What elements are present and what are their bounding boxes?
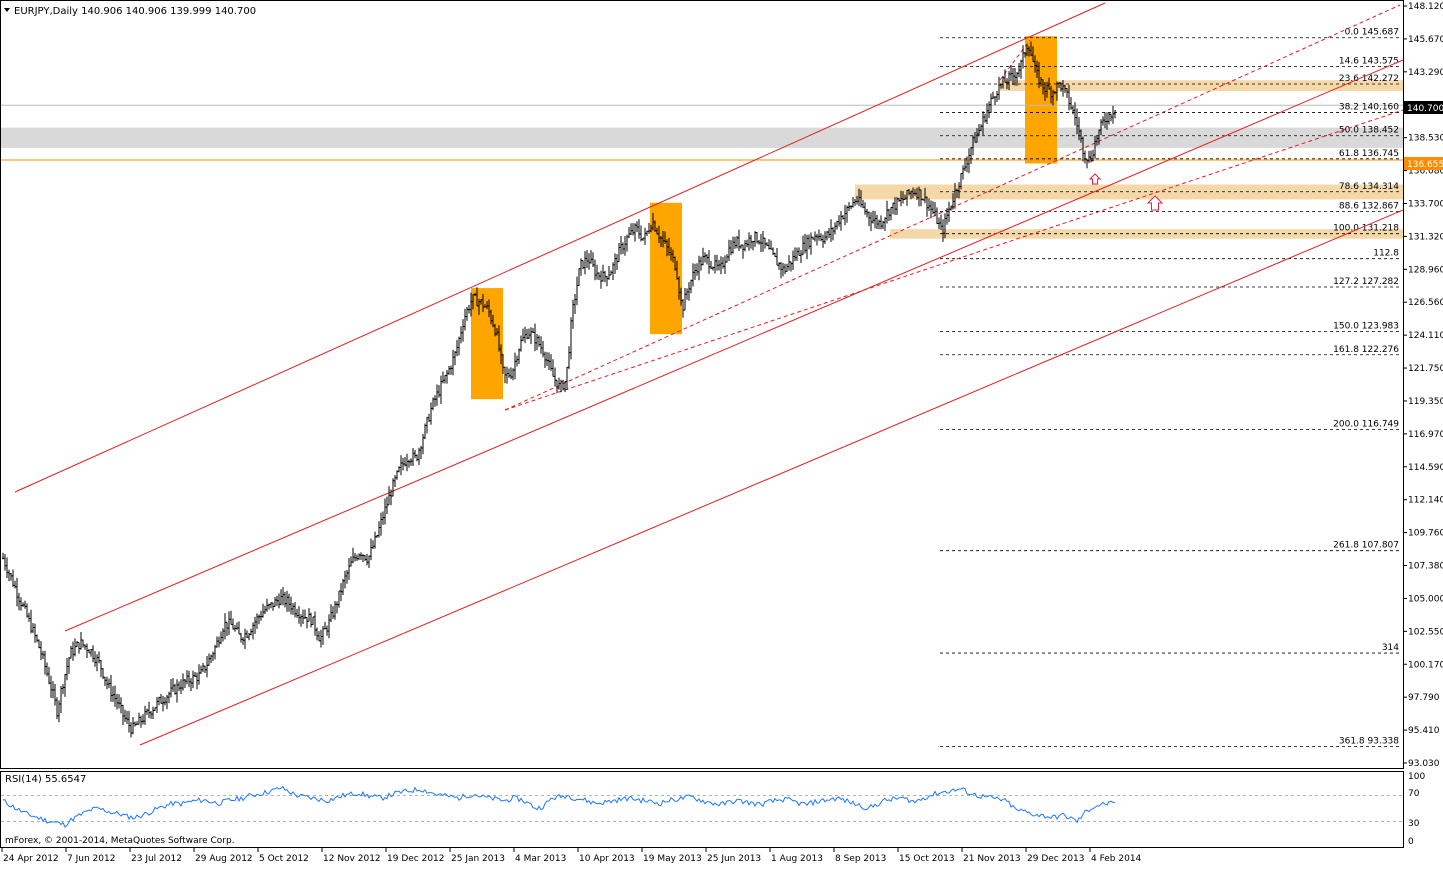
channel-line-2 <box>139 209 1404 746</box>
dashed-trend-1 <box>504 109 1404 411</box>
y-tick-label-9: 126.560 <box>1408 298 1443 308</box>
symbol-header: EURJPY,Daily 140.906 140.906 139.999 140… <box>14 6 256 17</box>
y-tick-label-19: 102.550 <box>1408 627 1443 637</box>
y-tick-label-4: 138.530 <box>1408 134 1443 144</box>
channel-line-0 <box>14 2 1106 493</box>
fib-label-4: 50.0 138.452 <box>1339 126 1399 136</box>
y-tick-label-23: 93.030 <box>1408 759 1440 769</box>
x-tick-label-13: 8 Sep 2013 <box>835 854 886 864</box>
x-tick-label-3: 29 Aug 2012 <box>195 854 253 864</box>
y-tick-label-1: 145.670 <box>1408 35 1443 45</box>
y-tick-label-22: 95.410 <box>1408 726 1440 736</box>
support-price-tag <box>1404 157 1443 170</box>
y-tick-label-6: 133.700 <box>1408 199 1443 209</box>
x-tick-label-17: 4 Feb 2014 <box>1091 854 1142 864</box>
y-tick-label-17: 107.380 <box>1408 562 1443 572</box>
up-arrow-icon <box>1088 173 1102 185</box>
support-price-tag-text: 136.655 <box>1407 160 1443 170</box>
y-tick-label-2: 143.290 <box>1408 68 1443 78</box>
y-tick-label-12: 119.350 <box>1408 397 1443 407</box>
fib-label-8: 100.0 131.218 <box>1333 224 1399 234</box>
rsi-level-label-3: 0 <box>1408 837 1414 847</box>
y-tick-label-5: 136.080 <box>1408 167 1443 177</box>
x-tick-label-11: 25 Jun 2013 <box>707 854 761 864</box>
x-tick-label-12: 1 Aug 2013 <box>771 854 823 864</box>
x-tick-label-14: 15 Oct 2013 <box>899 854 955 864</box>
rsi-level-label-0: 100 <box>1408 772 1425 782</box>
x-tick-label-9: 10 Apr 2013 <box>579 854 635 864</box>
rsi-level-label-2: 30 <box>1408 819 1420 829</box>
y-tick-label-15: 112.140 <box>1408 496 1443 506</box>
x-tick-label-8: 4 Mar 2013 <box>515 854 566 864</box>
candles <box>2 41 1116 738</box>
copyright-text: mForex, © 2001-2014, MetaQuotes Software… <box>5 836 235 846</box>
fib-label-16: 361.8 93.338 <box>1339 737 1399 747</box>
x-tick-label-4: 5 Oct 2012 <box>259 854 309 864</box>
x-tick-label-7: 25 Jan 2013 <box>451 854 505 864</box>
y-tick-label-0: 148.120 <box>1408 2 1443 12</box>
up-arrow-large-icon <box>1146 195 1164 211</box>
y-tick-label-21: 97.790 <box>1408 693 1440 703</box>
fib-label-0: 0.0 145.687 <box>1345 28 1399 38</box>
y-tick-label-13: 116.970 <box>1408 430 1443 440</box>
fib-label-11: 150.0 123.983 <box>1333 322 1399 332</box>
fib-label-15: 314 <box>1382 643 1399 653</box>
fib-label-10: 127.2 127.282 <box>1333 277 1399 287</box>
fib-label-12: 161.8 122.276 <box>1333 345 1399 355</box>
fibonacci-levels: 0.0 145.687 14.6 143.575 23.6 142.272 38.2 … <box>940 28 1400 748</box>
x-axis: 24 Apr 2012 7 Jun 2012 23 Jul 2012 29 Aug 2… <box>1 848 1142 864</box>
fib-label-9: 112.8 <box>1373 249 1399 259</box>
channel-line-1 <box>64 59 1404 632</box>
x-tick-label-0: 24 Apr 2012 <box>3 854 59 864</box>
fib-label-7: 88.6 132.867 <box>1339 201 1399 211</box>
x-tick-label-5: 12 Nov 2012 <box>323 854 381 864</box>
rsi-level-label-1: 70 <box>1408 789 1420 799</box>
y-tick-label-14: 114.590 <box>1408 463 1443 473</box>
rsi-label: RSI(14) 55.6547 <box>5 774 86 785</box>
x-tick-label-1: 7 Jun 2012 <box>67 854 115 864</box>
x-tick-label-10: 19 May 2013 <box>643 854 702 864</box>
triangle-down-icon[interactable] <box>4 8 10 12</box>
y-tick-label-7: 131.320 <box>1408 232 1443 242</box>
fib-label-2: 23.6 142.272 <box>1339 74 1399 84</box>
x-tick-label-2: 23 Jul 2012 <box>131 854 182 864</box>
x-tick-label-15: 21 Nov 2013 <box>963 854 1021 864</box>
current-price-tag-text: 140.700 <box>1407 104 1443 114</box>
y-tick-label-20: 100.170 <box>1408 660 1443 670</box>
fib-label-5: 61.8 136.745 <box>1339 149 1399 159</box>
current-price-tag <box>1404 101 1443 114</box>
gray-zone-band <box>1 127 1403 148</box>
orange-box-3 <box>1025 36 1057 164</box>
resistance-band <box>1000 80 1403 92</box>
y-tick-label-11: 121.750 <box>1408 364 1443 374</box>
x-tick-label-6: 19 Dec 2012 <box>387 854 445 864</box>
y-tick-label-8: 128.960 <box>1408 265 1443 275</box>
y-axis: 148.120145.670143.290140.870138.530136.0… <box>1403 2 1443 847</box>
fib-label-3: 38.2 140.160 <box>1339 103 1399 113</box>
y-tick-label-18: 105.000 <box>1408 594 1443 604</box>
rsi-indicator <box>1 785 1403 828</box>
fib-label-1: 14.6 143.575 <box>1339 56 1399 66</box>
y-tick-label-10: 124.110 <box>1408 331 1443 341</box>
x-tick-label-16: 29 Dec 2013 <box>1027 854 1085 864</box>
rsi-line <box>2 785 1116 828</box>
rsi-plot-frame <box>0 771 1404 848</box>
fib-label-13: 200.0 116.749 <box>1333 420 1399 430</box>
y-tick-label-16: 109.760 <box>1408 529 1443 539</box>
fib-label-14: 261.8 107.807 <box>1333 541 1399 551</box>
markers <box>1088 173 1164 211</box>
fib-label-6: 78.6 134.314 <box>1339 182 1399 192</box>
